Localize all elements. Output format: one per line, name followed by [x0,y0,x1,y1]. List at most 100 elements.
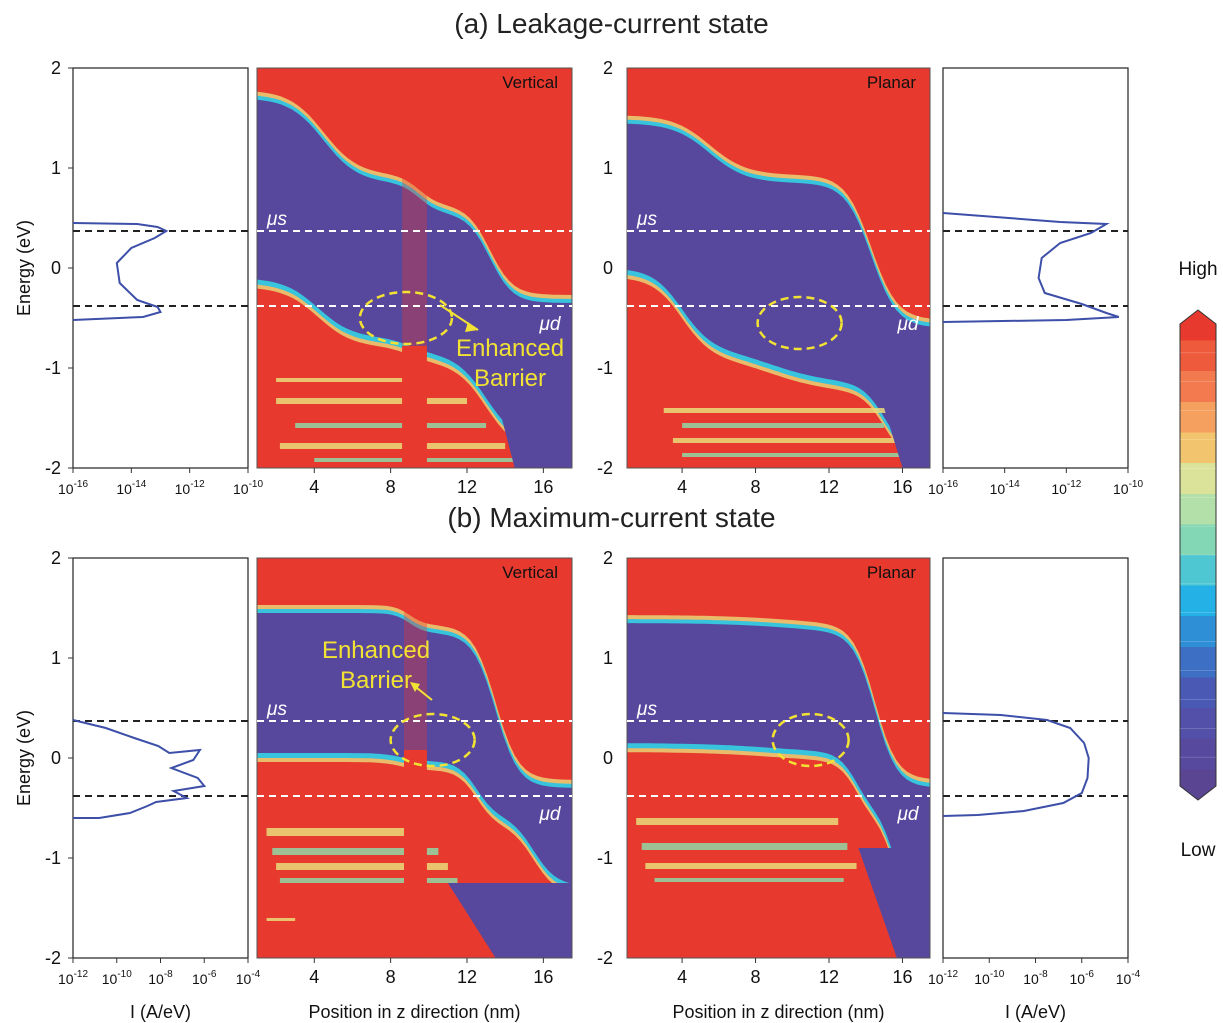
a-planar-frame [626,67,931,469]
b-right-x-tick-label: 10-6 [1070,969,1095,987]
b-right-x-tick-exponent: -6 [1085,969,1094,980]
b-planar-streak [654,878,844,882]
a-vertical-panel-label: Vertical [502,73,558,92]
a-planar-x-tick-label: 12 [819,477,839,497]
a-right-x-tick-label: 10-14 [990,479,1020,497]
b-planar-y-tick-label: 1 [603,648,613,668]
a-planar-panel-label: Planar [867,73,916,92]
b-right-x-tick-base: 10 [928,971,944,987]
b-planar-lower-gap [858,848,930,958]
a-vertical-barrier-column [402,346,427,468]
b-right-x-tick-base: 10 [1116,971,1132,987]
b-vertical-mu-s-label: μs [266,699,287,720]
b-vertical-frame [256,557,573,959]
b-planar-y-tick-label: 0 [603,748,613,768]
b-left-frame [72,557,249,959]
a-planar-y-tick-label: -1 [597,358,613,378]
a-planar-lower-gap [874,378,930,468]
b-right-frame [942,557,1129,959]
colorbar-high-label: High [1178,259,1217,280]
a-planar-streak [682,453,921,457]
colorbar-low-label: Low [1181,840,1216,861]
a-left-y-tick-label: -2 [45,458,61,478]
b-left-y-tick-label: 0 [51,748,61,768]
b-right-x-tick-label: 10-4 [1116,969,1141,987]
a-vertical-streak [276,398,467,404]
b-left-x-tick-label: 10-12 [58,969,88,987]
b-left-x-tick-label: 10-10 [102,969,132,987]
b-left-x-tick-exponent: -4 [251,969,260,980]
a-left-y-tick-label: 2 [51,58,61,78]
b-right-x-tick-exponent: -4 [1131,969,1140,980]
b-planar-x-tick-label: 4 [677,967,687,987]
a-right-current-curve [942,212,1120,323]
b-vertical-heatmap [256,557,573,959]
a-planar-y-tick-label: 2 [603,58,613,78]
b-planar-x-tick-label: 12 [819,967,839,987]
a-left-current-curve [72,222,169,321]
a-right-x-tick-label: 10-12 [1051,479,1081,497]
a-vertical-frame [256,67,573,469]
current-plots-layer [68,67,1129,963]
a-vertical-x-tick-label: 12 [457,477,477,497]
a-left-x-tick-exponent: -10 [249,479,264,490]
b-left-y-tick-label: -1 [45,848,61,868]
a-vertical-bandgap [257,99,572,443]
a-right-x-tick-exponent: -14 [1005,479,1020,490]
a-planar-mu-s-label: μs [636,209,657,230]
a-vertical-x-tick-label: 8 [386,477,396,497]
a-vertical-annotation-text: Barrier [474,365,546,392]
b-vertical-mu-d-label: μd [539,804,562,825]
b-vertical-streak [276,863,448,870]
a-vertical-streak [276,378,410,382]
b-vertical-streak [279,878,458,883]
colorbar [1179,309,1217,801]
b-planar-x-tick-label: 16 [892,967,912,987]
a-planar-streak [663,408,903,413]
a-vertical-heatmap [256,67,573,469]
a-planar-y-tick-label: 1 [603,158,613,178]
b-right-x-tick-base: 10 [1023,971,1039,987]
b-vertical-streak [272,848,439,855]
a-vertical-streak [295,423,487,428]
b-left-y-tick-label: -2 [45,948,61,968]
a-left-x-tick-label: 10-12 [175,479,205,497]
b-left-x-tick-label: 10-8 [148,969,173,987]
a-left-frame [72,67,249,469]
b-vertical-x-axis-label: Position in z direction (nm) [308,1002,520,1022]
a-left-x-tick-label: 10-16 [58,479,88,497]
b-left-y-tick-label: 2 [51,548,61,568]
a-vertical-plot-area [257,68,572,468]
b-vertical-streak [266,828,410,836]
a-vertical-mu-d-label: μd [539,314,562,335]
a-planar-y-tick-label: 0 [603,258,613,278]
a-right-x-tick-label: 10-10 [1113,479,1143,497]
b-planar-frame [626,557,931,959]
a-right-x-tick-exponent: -10 [1129,479,1144,490]
b-planar-x-tick-label: 8 [751,967,761,987]
b-left-x-tick-base: 10 [148,971,164,987]
b-right-x-tick-label: 10-8 [1023,969,1048,987]
a-vertical-x-tick-label: 4 [309,477,319,497]
b-planar-bandgap [627,623,930,898]
a-left-y-tick-label: -1 [45,358,61,378]
a-vertical-mu-s-label: μs [266,209,287,230]
a-right-x-tick-base: 10 [1113,481,1129,497]
colorbar-body [1179,309,1217,801]
b-left-x-tick-label: 10-4 [236,969,261,987]
b-left-x-tick-label: 10-6 [192,969,217,987]
a-left-x-tick-exponent: -14 [132,479,147,490]
b-vertical-panel-label: Vertical [502,563,558,582]
a-planar-x-tick-label: 16 [892,477,912,497]
b-vertical-annotation-text: Enhanced [322,637,430,664]
b-planar-streak [645,863,857,869]
a-planar-x-tick-label: 4 [677,477,687,497]
b-right-x-axis-label: I (A/eV) [1005,1002,1066,1022]
b-right-current-curve [942,712,1090,817]
b-planar-panel-label: Planar [867,563,916,582]
a-right-x-tick-base: 10 [928,481,944,497]
b-left-x-tick-base: 10 [58,971,74,987]
a-planar-y-tick-label: -2 [597,458,613,478]
b-planar-streak [636,818,839,825]
